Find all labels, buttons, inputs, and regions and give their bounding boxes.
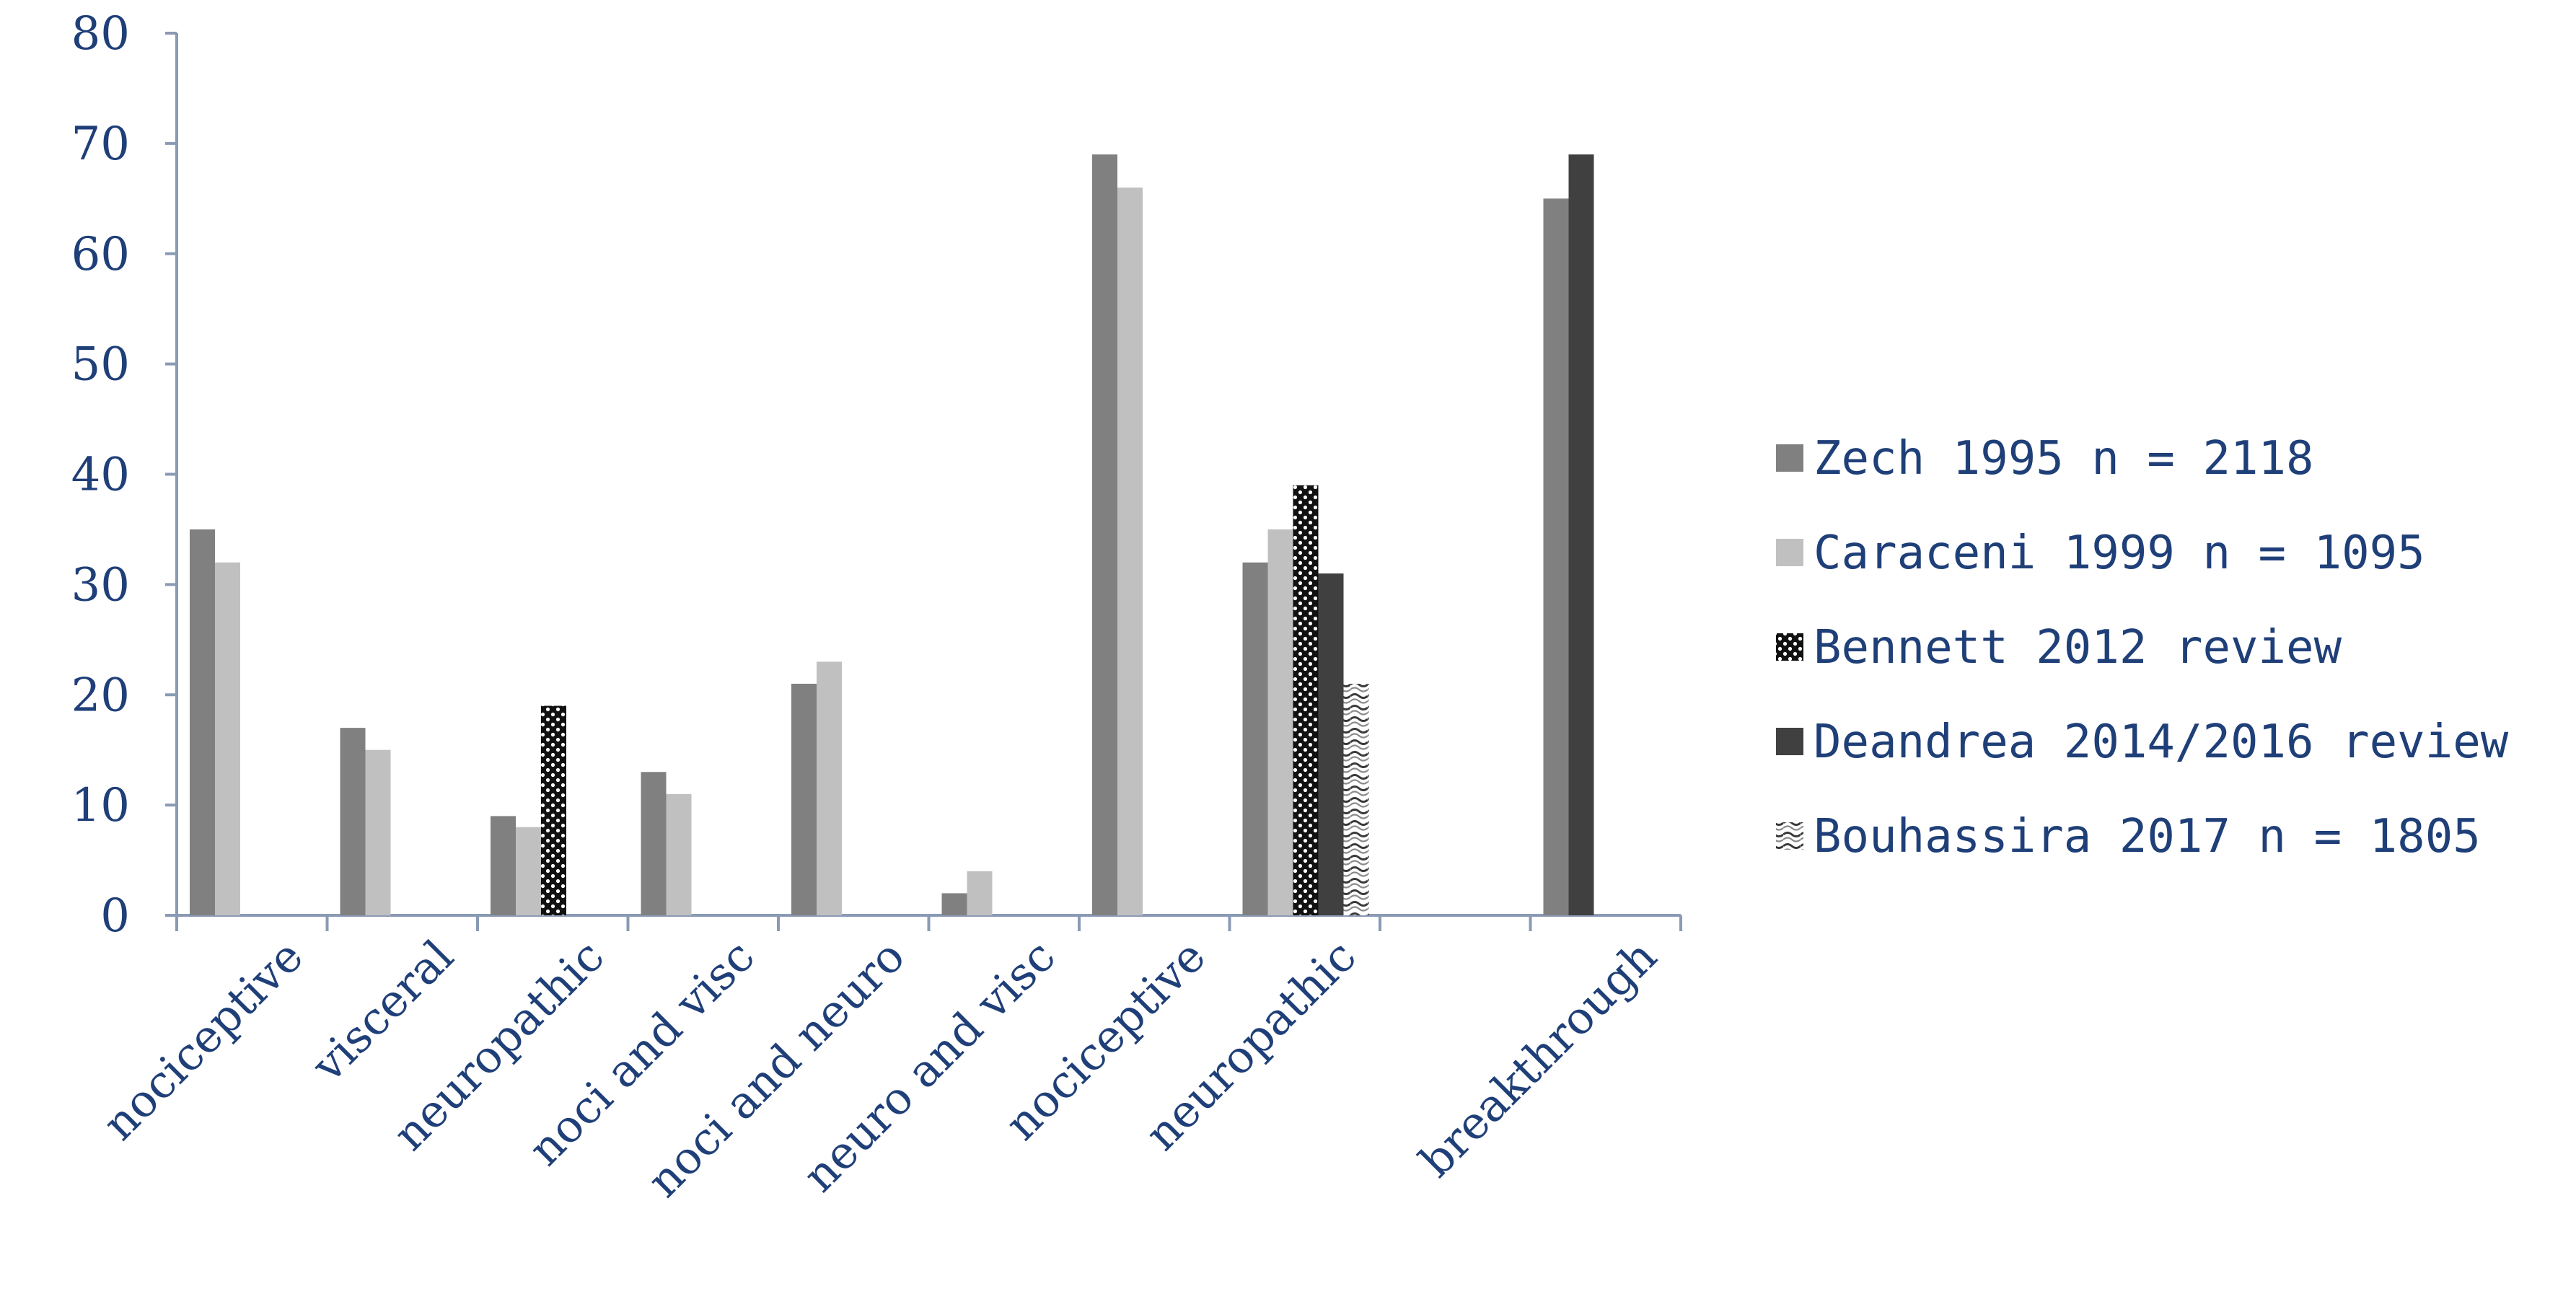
- legend-label: Bouhassira 2017 n = 1805: [1814, 810, 2481, 863]
- bar: [1242, 562, 1268, 915]
- bar: [941, 893, 967, 915]
- bar: [190, 529, 215, 915]
- legend-swatch: [1776, 444, 1803, 472]
- legend: Zech 1995 n = 2118 Caraceni 1999 n = 1095…: [1776, 432, 2509, 863]
- bar: [541, 705, 566, 915]
- y-tick-label: 40: [71, 449, 130, 502]
- bar: [1318, 573, 1344, 915]
- bar: [365, 749, 391, 915]
- x-tick-label: nociceptive: [92, 930, 313, 1150]
- legend-label: Bennett 2012 review: [1814, 621, 2342, 674]
- bar: [1543, 198, 1569, 915]
- bar: [1117, 188, 1143, 915]
- plot-area: 01020304050607080nociceptivevisceralneur…: [71, 7, 1682, 1207]
- bar: [967, 871, 993, 915]
- x-tick-label: noci and neuro: [637, 930, 915, 1207]
- legend-swatch: [1776, 539, 1803, 566]
- y-tick-label: 60: [71, 228, 130, 281]
- y-tick-label: 70: [71, 118, 130, 171]
- legend-swatch: [1776, 728, 1803, 755]
- bar: [516, 827, 541, 915]
- legend-label: Zech 1995 n = 2118: [1814, 432, 2314, 485]
- bar: [1568, 154, 1594, 916]
- legend-label: Deandrea 2014/2016 review: [1814, 716, 2509, 769]
- bar: [1343, 683, 1369, 915]
- bar: [1293, 485, 1319, 915]
- bar: [641, 772, 667, 915]
- x-tick-label: neuro and visc: [793, 930, 1065, 1202]
- bar: [491, 816, 516, 915]
- y-tick-label: 50: [71, 338, 130, 392]
- y-tick-label: 80: [71, 7, 130, 61]
- bar: [666, 793, 692, 915]
- bar: [215, 562, 240, 915]
- bar: [791, 683, 817, 915]
- y-tick-label: 0: [100, 889, 130, 943]
- legend-swatch: [1776, 822, 1803, 850]
- bar: [340, 728, 366, 915]
- bar: [1267, 529, 1293, 915]
- y-tick-label: 10: [71, 779, 130, 832]
- x-tick-label: breakthrough: [1410, 930, 1667, 1187]
- bar: [1092, 154, 1117, 916]
- bar: [817, 661, 842, 915]
- y-tick-label: 20: [71, 669, 130, 722]
- y-tick-label: 30: [71, 558, 130, 612]
- legend-label: Caraceni 1999 n = 1095: [1814, 527, 2425, 580]
- legend-swatch: [1776, 633, 1803, 661]
